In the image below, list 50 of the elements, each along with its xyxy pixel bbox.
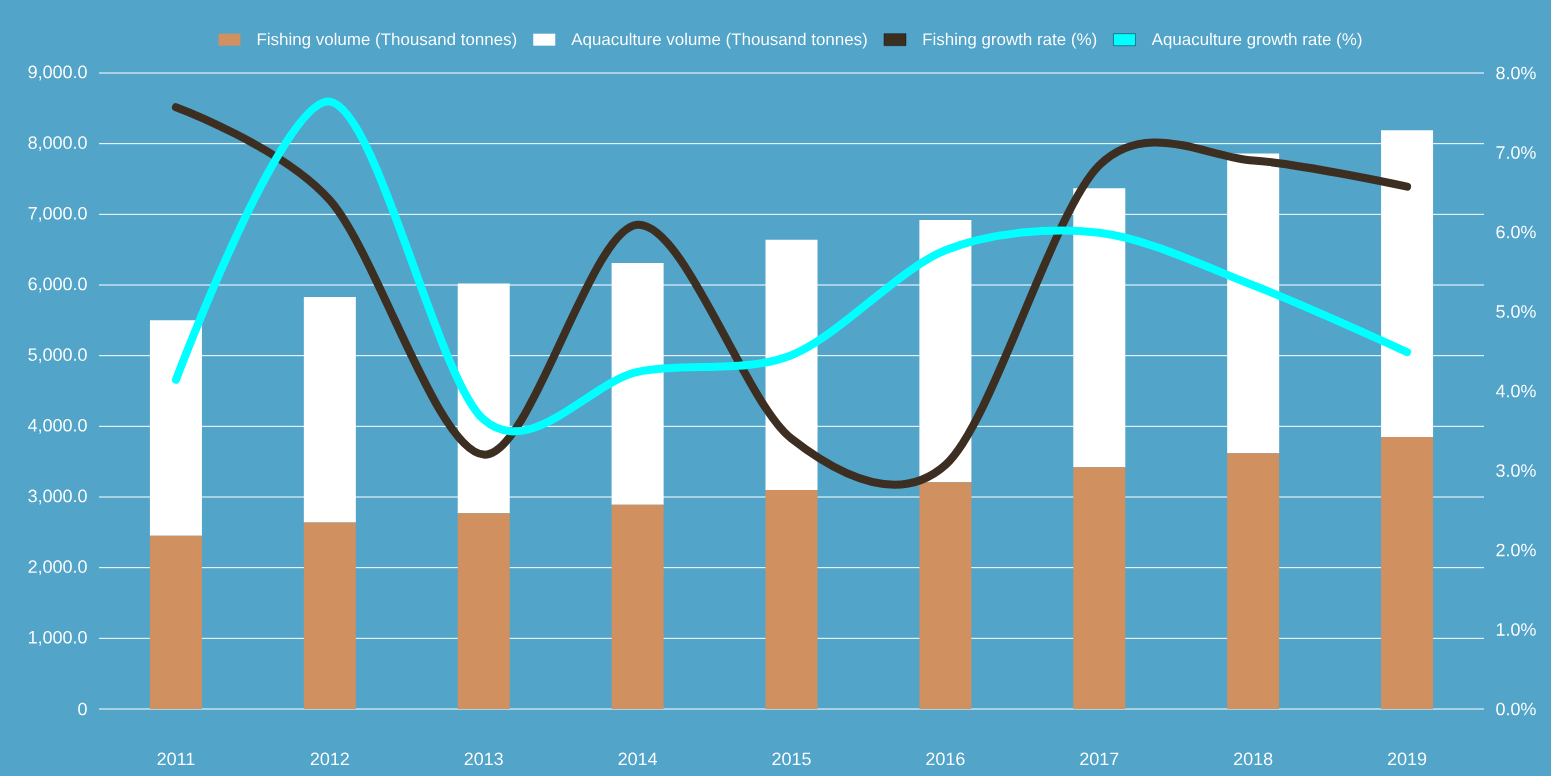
x-tick-label: 2016 xyxy=(926,752,965,766)
y-tick-label: 1,000.0 xyxy=(29,630,87,646)
bar xyxy=(1227,453,1280,709)
x-tick-label: 2012 xyxy=(310,752,349,766)
bar xyxy=(303,297,356,523)
x-tick-label: 2014 xyxy=(618,752,658,766)
x-tick-label: 2013 xyxy=(464,752,503,766)
y2-tick-label: 7.0% xyxy=(1496,146,1536,159)
y-tick-label: 0 xyxy=(78,702,87,716)
y-tick-label: 2,000.0 xyxy=(28,560,87,576)
bar xyxy=(1381,436,1434,709)
bar xyxy=(149,535,202,709)
bar xyxy=(611,263,664,505)
x-tick-label: 2011 xyxy=(157,752,195,766)
y-tick-label: 8,000.0 xyxy=(28,136,87,152)
bar xyxy=(611,504,664,709)
x-tick-label: 2019 xyxy=(1388,752,1427,766)
bar xyxy=(1073,467,1126,709)
y-tick-label: 9,000.0 xyxy=(28,65,87,81)
bar xyxy=(457,513,510,709)
y-tick-label: 7,000.0 xyxy=(28,206,87,222)
y2-tick-label: 1.0% xyxy=(1496,623,1536,636)
bar xyxy=(1381,130,1434,437)
x-tick-label: 2018 xyxy=(1234,752,1273,766)
y2-tick-label: 2.0% xyxy=(1496,543,1536,557)
bar xyxy=(919,219,972,483)
bar xyxy=(765,489,818,709)
legend-label: Aquaculture growth rate (%) xyxy=(1151,32,1362,49)
y2-tick-label: 8.0% xyxy=(1496,66,1536,80)
y-tick-label: 3,000.0 xyxy=(28,489,87,505)
bar xyxy=(457,283,510,514)
bar xyxy=(303,522,356,709)
y2-tick-label: 3.0% xyxy=(1496,464,1536,477)
y2-tick-label: 0.0% xyxy=(1496,702,1536,716)
bar xyxy=(1073,188,1126,468)
legend-label: Fishing volume (Thousand tonnes) xyxy=(257,32,517,49)
legend-label: Aquaculture volume (Thousand tonnes) xyxy=(571,32,867,49)
legend-label: Fishing growth rate (%) xyxy=(923,32,1097,49)
y2-tick-label: 6.0% xyxy=(1496,225,1536,239)
y2-tick-label: 4.0% xyxy=(1495,384,1536,398)
y-tick-label: 5,000.0 xyxy=(28,348,87,364)
y2-tick-label: 5.0% xyxy=(1496,305,1536,318)
y-tick-label: 6,000.0 xyxy=(28,277,87,293)
bar xyxy=(149,320,202,536)
x-tick-label: 2015 xyxy=(772,752,811,766)
bar xyxy=(1227,153,1280,454)
bar xyxy=(919,482,972,709)
x-tick-label: 2017 xyxy=(1080,752,1119,766)
y-tick-label: 4,000.0 xyxy=(28,418,87,434)
bar xyxy=(765,239,818,490)
